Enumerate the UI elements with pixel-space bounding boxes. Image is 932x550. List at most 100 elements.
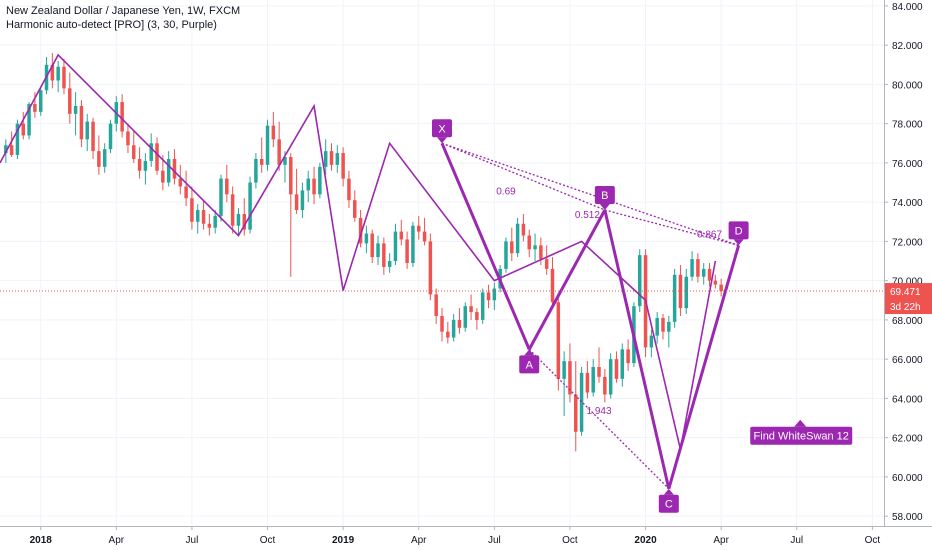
candle-body <box>289 157 293 195</box>
y-tick-label: 58.000 <box>892 512 923 523</box>
candle-body <box>364 233 369 244</box>
candle-body <box>312 178 316 195</box>
candle-body <box>149 143 153 161</box>
candle-body <box>440 315 444 332</box>
candle-body <box>585 372 590 393</box>
candle-body <box>568 361 572 395</box>
last-price-box <box>885 283 932 315</box>
candle-body <box>713 280 718 285</box>
y-tick-label: 64.000 <box>892 394 923 405</box>
pattern-ratio-line-XD <box>441 142 739 246</box>
candle-body <box>201 210 206 224</box>
candle-body <box>172 158 177 179</box>
pattern-ratio-label: 0.69 <box>496 186 516 197</box>
note-pointer <box>794 419 807 427</box>
candle-body <box>353 200 357 218</box>
y-tick-label: 74.000 <box>892 198 923 209</box>
pattern-label-box <box>519 355 540 374</box>
candle-body <box>515 223 520 254</box>
candle-body <box>143 160 148 171</box>
candle-body <box>62 66 66 89</box>
x-tick-label: 2020 <box>634 535 657 546</box>
symbol-title[interactable]: New Zealand Dollar / Japanese Yen, 1W, F… <box>6 5 241 17</box>
candle-body <box>527 235 531 250</box>
candle-body <box>213 215 217 228</box>
note-box <box>750 426 853 445</box>
candle-body <box>661 317 665 332</box>
candle-body <box>85 121 89 140</box>
zigzag-line <box>0 53 717 450</box>
candle-body <box>178 178 183 187</box>
candle-body <box>667 321 671 332</box>
candle-body <box>504 241 508 269</box>
candle-body <box>33 104 37 112</box>
candle-body <box>195 210 200 222</box>
candle-body <box>97 151 101 167</box>
x-tick-label: Jul <box>790 535 803 546</box>
y-tick-label: 78.000 <box>892 120 923 131</box>
candle-body <box>469 306 473 313</box>
candle-body <box>306 178 310 191</box>
pattern-label-pointer <box>663 488 674 495</box>
trend-lines <box>0 53 717 450</box>
candle-body <box>335 153 340 165</box>
candle-body <box>21 123 26 136</box>
x-tick-label: Oct <box>865 535 881 546</box>
candle-body <box>556 302 561 379</box>
candle-body <box>271 125 276 140</box>
x-tick-label: Jul <box>186 535 199 546</box>
candle-body <box>9 145 14 156</box>
candle-body <box>603 376 607 395</box>
candle-body <box>649 335 654 348</box>
candle-body <box>347 178 351 201</box>
pattern-leg-AB <box>527 209 607 351</box>
candle-body <box>678 274 683 309</box>
candle-body <box>446 331 450 338</box>
x-tick-label: Oct <box>260 535 276 546</box>
indicator-title[interactable]: Harmonic auto-detect [PRO] (3, 30, Purpl… <box>6 19 217 31</box>
candle-body <box>323 151 328 167</box>
time-axis-separator <box>0 526 932 527</box>
y-tick-label: 82.000 <box>892 41 923 52</box>
candle-body <box>539 245 543 260</box>
candle-body <box>480 292 485 320</box>
candle-body <box>614 359 619 379</box>
candle-body <box>294 194 299 211</box>
candle-body <box>544 259 549 269</box>
pattern-label-pointer <box>524 349 535 356</box>
time-axis: 2018 Apr Jul Oct 2019 Apr Jul Oct 2020 Apr Jul Oct <box>30 526 881 546</box>
pattern-ratio-label: 1.943 <box>587 406 612 417</box>
candle-body <box>399 231 404 240</box>
candle-body <box>120 102 124 132</box>
candle-body <box>248 182 252 230</box>
candle-body <box>405 239 409 263</box>
candle-body <box>132 145 136 159</box>
candle-body <box>550 268 555 303</box>
candle-body <box>230 194 235 226</box>
candle-body <box>411 225 415 263</box>
candle-body <box>300 190 305 211</box>
candle-body <box>73 105 78 114</box>
candle-body <box>225 178 229 195</box>
pattern-label-box <box>658 494 679 513</box>
candle-body <box>422 231 427 242</box>
pattern-point-B: B <box>601 190 608 202</box>
candle-body <box>283 157 287 165</box>
candle-body <box>254 158 258 183</box>
x-tick-label: Oct <box>562 535 578 546</box>
pattern-label-box <box>432 119 452 138</box>
candle-body <box>486 292 491 301</box>
last-price-marker: 69.471 3d 22h <box>0 283 932 315</box>
pattern-ratio-label: 0.512 <box>575 210 600 221</box>
pattern-label-pointer <box>733 239 744 246</box>
bar-countdown: 3d 22h <box>890 302 921 313</box>
candle-body <box>428 241 433 295</box>
candle-body <box>318 166 322 195</box>
candle-body <box>219 178 223 216</box>
candle-body <box>329 151 334 165</box>
pattern-label-box <box>728 221 749 240</box>
candle-body <box>457 319 462 328</box>
candle-body <box>15 123 20 156</box>
candle-body <box>492 288 497 301</box>
